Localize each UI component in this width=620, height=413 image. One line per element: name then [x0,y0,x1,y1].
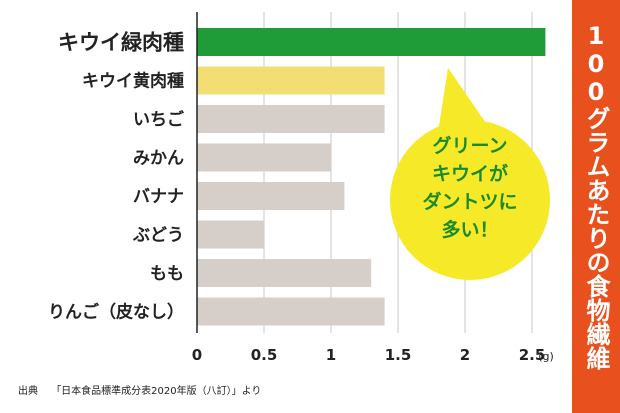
callout-bubble-circle [390,120,550,280]
bar-2 [197,105,385,133]
category-label-7: りんご（皮なし） [48,302,184,323]
category-label-3: みかん [133,149,184,169]
unit-label: (g) [538,350,554,363]
source-prefix: 出典 [18,386,38,397]
x-tick-label-3: 1.5 [385,346,412,364]
x-tick-labels: 0 0.5 1 1.5 2 2.5 [192,346,546,364]
callout-line-3: 多い！ [441,218,498,241]
bar-1 [197,66,385,95]
category-label-0: キウイ緑肉種 [58,31,184,55]
bar-0 [197,28,546,56]
side-banner: 100グラムあたりの食物繊維 [572,0,620,413]
bar-6 [197,259,372,287]
category-label-6: もも [150,264,184,284]
side-title: 100グラムあたりの食物繊維 [582,22,610,370]
bar-3 [197,143,331,172]
source-text: 「日本食品標準成分表2020年版（八訂）」より [51,386,262,397]
bar-7 [197,297,385,326]
source-note: 出典 「日本食品標準成分表2020年版（八訂）」より [18,382,271,397]
x-tick-label-5: 2.5 [519,346,546,364]
callout-line-1: キウイが [432,162,508,185]
callout-bubble-tail [438,68,488,132]
bar-4 [197,182,345,210]
category-label-1: キウイ黄肉種 [82,71,184,92]
category-label-2: いちご [133,109,185,130]
x-tick-label-0: 0 [192,346,202,364]
x-tick-label-2: 1 [326,346,336,364]
x-tick-label-1: 0.5 [251,346,278,364]
category-label-4: バナナ [133,187,184,207]
category-label-5: ぶどう [132,226,184,246]
callout-line-0: グリーン [432,134,507,157]
callout-line-2: ダントツに [422,190,517,213]
x-tick-label-4: 2 [460,346,470,364]
bars [197,28,546,326]
bar-5 [197,220,264,249]
